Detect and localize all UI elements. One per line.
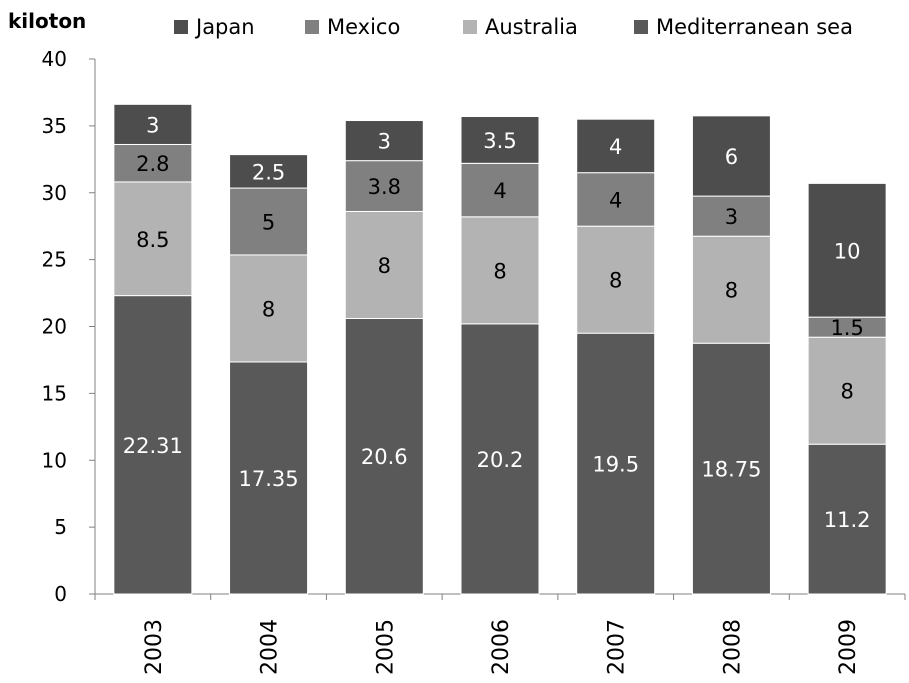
data-label: 6	[725, 145, 738, 169]
legend-swatch	[174, 20, 188, 34]
data-label: 1.5	[830, 316, 863, 340]
data-label: 22.31	[123, 434, 183, 458]
data-label: 10	[834, 239, 861, 263]
x-tick-label: 2007	[605, 619, 630, 675]
data-labels: 22.31 8.5 2.8 3 17.35 8 5 2.5 20.6 8 3.8 3 20.2 8 4 3.5…	[123, 113, 871, 532]
bar-segment	[807, 182, 887, 318]
data-label: 4	[609, 188, 622, 212]
y-tick-label: 30	[42, 181, 67, 205]
data-label: 20.6	[361, 445, 408, 469]
y-tick-label: 10	[42, 448, 67, 472]
data-label: 8	[262, 297, 275, 321]
bar-segment	[460, 116, 540, 164]
data-label: 8	[725, 279, 738, 303]
bar-segment	[344, 160, 424, 212]
data-label: 2.8	[136, 152, 169, 176]
y-tick-label: 20	[42, 315, 67, 339]
data-label: 5	[262, 211, 275, 235]
data-label: 11.2	[824, 508, 871, 532]
bar-segment	[576, 332, 656, 595]
data-label: 3.5	[483, 129, 516, 153]
bar-segment	[460, 323, 540, 595]
x-tick-label: 2009	[836, 619, 861, 675]
legend: Japan Mexico Australia Mediterranean sea	[174, 15, 853, 39]
y-tick-label: 5	[54, 515, 67, 539]
data-label: 18.75	[701, 458, 761, 482]
bar-segment	[229, 361, 309, 595]
bars	[113, 103, 887, 595]
data-label: 8	[493, 259, 506, 283]
bar-segment	[344, 210, 424, 319]
bar-segment	[113, 103, 193, 145]
bar-segment	[113, 181, 193, 297]
bar-segment	[807, 443, 887, 595]
data-label: 17.35	[239, 467, 299, 491]
data-label: 8	[840, 380, 853, 404]
legend-label: Mediterranean sea	[656, 15, 853, 39]
x-tick-label: 2004	[258, 619, 283, 675]
data-label: 3.8	[368, 175, 401, 199]
data-label: 4	[609, 135, 622, 159]
data-label: 20.2	[477, 448, 524, 472]
legend-swatch	[634, 20, 648, 34]
bar-segment	[344, 120, 424, 162]
data-label: 3	[725, 205, 738, 229]
y-tick-label: 15	[42, 381, 67, 405]
bar-segment	[229, 154, 309, 189]
legend-label: Japan	[194, 15, 255, 39]
bar-segment	[691, 342, 771, 595]
data-label: 8	[378, 254, 391, 278]
data-label: 3	[378, 130, 391, 154]
bar-segment	[691, 195, 771, 237]
bar-segment	[691, 235, 771, 344]
legend-label: Mexico	[327, 15, 400, 39]
bar-segment	[344, 317, 424, 595]
bar-segment	[576, 225, 656, 334]
data-label: 4	[493, 179, 506, 203]
x-tick-label: 2003	[142, 619, 167, 675]
data-label: 19.5	[592, 453, 639, 477]
y-tick-label: 40	[42, 47, 67, 71]
data-label: 2.5	[252, 160, 285, 184]
y-tick-label: 35	[42, 114, 67, 138]
bar-segment	[460, 216, 540, 325]
bar-segment	[229, 187, 309, 256]
x-tick-label: 2005	[373, 619, 398, 675]
bar-segment	[807, 336, 887, 445]
legend-swatch	[305, 20, 319, 34]
bar-segment	[691, 115, 771, 197]
legend-swatch	[463, 20, 477, 34]
bar-segment	[460, 162, 540, 218]
data-label: 8	[609, 269, 622, 293]
x-tick-label: 2008	[720, 619, 745, 675]
bar-segment	[229, 254, 309, 363]
bar-segment	[576, 118, 656, 174]
legend-label: Australia	[485, 15, 578, 39]
data-label: 8.5	[136, 228, 169, 252]
y-tick-label: 25	[42, 248, 67, 272]
y-tick-label: 0	[54, 582, 67, 606]
data-label: 3	[146, 113, 159, 137]
x-tick-label: 2006	[489, 619, 514, 675]
y-axis-label: kiloton	[8, 9, 86, 33]
